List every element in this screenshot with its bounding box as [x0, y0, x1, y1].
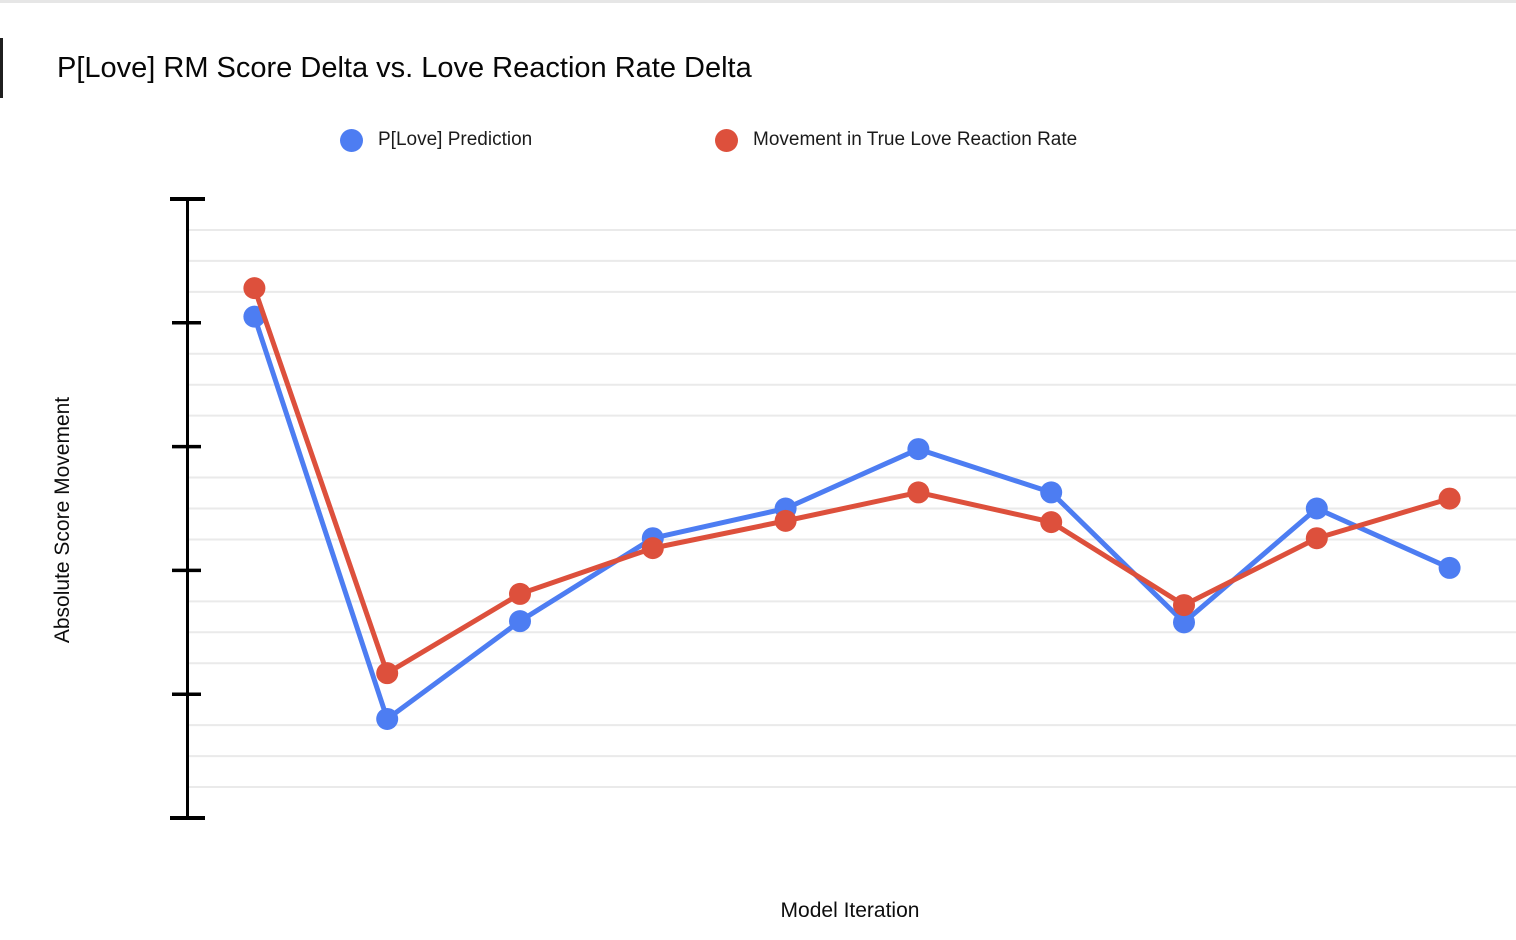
data-point-s0-i8[interactable] — [1173, 611, 1195, 634]
x-axis-title: Model Iteration — [780, 899, 920, 922]
data-point-s0-i3[interactable] — [509, 610, 531, 633]
data-point-s1-i8[interactable] — [1173, 594, 1195, 617]
legend-label-true-love-reaction-rate: Movement in True Love Reaction Rate — [753, 129, 1078, 150]
data-point-s0-i6[interactable] — [907, 438, 930, 461]
data-point-s1-i9[interactable] — [1305, 527, 1328, 550]
screen-left-edge-mark — [0, 38, 3, 98]
screen-top-border — [0, 0, 1516, 3]
series-line-0 — [251, 314, 1453, 722]
legend-label-plove-prediction: P[Love] Prediction — [378, 129, 533, 150]
series-line-1 — [251, 285, 1453, 676]
data-point-s0-i10[interactable] — [1438, 556, 1461, 579]
data-point-s1-i6[interactable] — [907, 481, 930, 504]
data-point-s0-i2[interactable] — [376, 707, 399, 730]
legend-dot-red-icon — [715, 128, 738, 152]
data-point-s1-i1[interactable] — [243, 277, 266, 300]
data-point-s1-i10[interactable] — [1438, 487, 1461, 510]
data-point-s1-i4[interactable] — [641, 537, 664, 560]
data-point-s0-i7[interactable] — [1040, 481, 1063, 504]
data-point-s1-i5[interactable] — [774, 509, 797, 532]
data-point-s0-i9[interactable] — [1305, 497, 1328, 520]
data-point-s1-i7[interactable] — [1040, 511, 1063, 534]
data-point-s1-i2[interactable] — [376, 662, 399, 685]
legend-item-true-love-reaction-rate[interactable]: Movement in True Love Reaction Rate — [715, 127, 1077, 153]
legend-item-plove-prediction[interactable]: P[Love] Prediction — [340, 127, 532, 153]
chart-title: P[Love] RM Score Delta vs. Love Reaction… — [57, 52, 752, 84]
data-point-s1-i3[interactable] — [509, 582, 531, 605]
legend-dot-blue-icon — [340, 128, 363, 152]
